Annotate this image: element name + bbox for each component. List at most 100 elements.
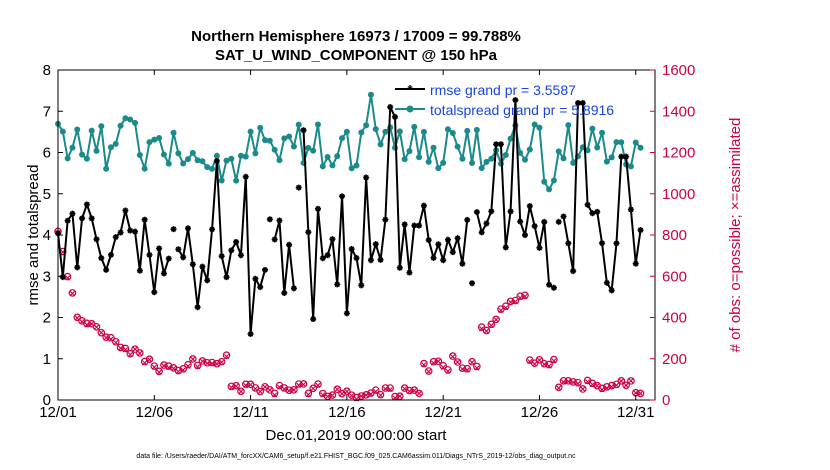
obs-possible-point <box>237 387 245 396</box>
obs-assimilated-point <box>618 378 624 384</box>
y-tick-label-left: 6 <box>43 145 51 162</box>
rmse-point <box>334 281 341 288</box>
obs-assimilated-point <box>262 384 268 390</box>
obs-assimilated-point <box>286 388 292 394</box>
rmse-point <box>560 213 567 220</box>
obs-assimilated-point <box>214 361 220 367</box>
obs-possible-point <box>448 352 457 360</box>
obs-assimilated-point <box>604 385 610 391</box>
obs-assimilated-point <box>373 388 379 395</box>
obs-assimilated-point <box>219 359 225 365</box>
y-tick-label-left: 4 <box>43 227 51 244</box>
spread-point <box>599 129 606 136</box>
obs-possible-point <box>554 383 563 392</box>
rmse-point <box>156 245 163 252</box>
obs-possible-point <box>164 362 173 370</box>
obs-assimilated-point <box>556 385 562 391</box>
spread-point <box>613 139 620 146</box>
rmse-point <box>483 220 490 227</box>
obs-assimilated-point <box>363 392 369 398</box>
spread-point <box>367 91 374 98</box>
obs-assimilated-point <box>503 305 509 311</box>
spread-point <box>526 146 533 153</box>
obs-assimilated-point <box>325 393 331 400</box>
spread-point <box>314 121 321 128</box>
obs-possible-point <box>463 364 472 373</box>
rmse-point <box>473 209 480 216</box>
obs-assimilated-point <box>560 379 567 385</box>
rmse-point <box>194 304 201 311</box>
obs-assimilated-point <box>291 387 297 393</box>
obs-assimilated-point <box>195 364 201 370</box>
rmse-point <box>141 216 148 223</box>
obs-assimilated-point <box>402 386 408 392</box>
rmse-point <box>469 280 476 287</box>
rmse-point <box>584 201 591 208</box>
obs-possible-point <box>92 322 101 331</box>
spread-point <box>112 140 119 147</box>
spread-point <box>59 128 66 135</box>
rmse-point <box>358 282 365 289</box>
spread-point <box>122 115 129 122</box>
obs-possible-point <box>256 387 265 396</box>
obs-assimilated-point <box>320 392 326 398</box>
spread-point <box>276 157 283 164</box>
rmse-point <box>165 255 172 262</box>
spread-point <box>584 147 591 154</box>
obs-possible-point <box>617 377 626 385</box>
obs-assimilated-point <box>445 368 451 374</box>
obs-assimilated-point <box>483 328 490 334</box>
obs-possible-point <box>622 381 630 390</box>
spread-point <box>165 160 172 167</box>
rmse-point <box>430 254 437 261</box>
rmse-point <box>127 227 134 234</box>
spread-point <box>262 137 269 144</box>
obs-assimilated-point <box>170 366 177 372</box>
obs-assimilated-point <box>156 369 162 375</box>
rmse-point <box>517 218 524 225</box>
obs-assimilated-point <box>166 365 172 371</box>
x-tick-label: 12/01 <box>39 404 77 421</box>
spread-point <box>594 144 601 151</box>
obs-assimilated-point <box>536 357 543 363</box>
rmse-point <box>290 285 297 292</box>
spread-point <box>550 177 557 184</box>
spread-point <box>103 165 110 172</box>
rmse-point <box>151 289 158 296</box>
spread-point <box>218 177 225 184</box>
spread-point <box>473 126 480 133</box>
rmse-point <box>247 331 254 337</box>
spread-point <box>146 139 153 146</box>
obs-possible-point <box>136 349 144 357</box>
rmse-point <box>112 234 119 241</box>
obs-assimilated-point <box>252 386 258 392</box>
obs-assimilated-point <box>339 391 345 397</box>
obs-possible-point <box>545 360 553 369</box>
spread-point <box>79 151 86 158</box>
obs-assimilated-point <box>334 386 340 392</box>
obs-possible-point <box>73 313 82 322</box>
rmse-point <box>603 279 610 286</box>
obs-assimilated-point <box>103 335 109 341</box>
rmse-point <box>314 205 321 212</box>
spread-point <box>286 133 293 140</box>
obs-assimilated-point <box>527 358 533 365</box>
obs-possible-point <box>111 337 120 346</box>
y-tick-label-right: 400 <box>662 310 687 327</box>
obs-assimilated-point <box>546 363 552 369</box>
obs-assimilated-point <box>199 358 206 365</box>
obs-assimilated-point <box>488 322 494 328</box>
obs-assimilated-point <box>358 393 364 399</box>
rmse-point <box>88 215 95 222</box>
y-tick-label-right: 1400 <box>662 103 695 120</box>
obs-possible-point <box>222 351 231 360</box>
rmse-point <box>122 207 129 214</box>
spread-point <box>618 139 625 146</box>
rmse-point <box>310 316 317 323</box>
obs-assimilated-point <box>397 393 403 399</box>
rmse-point <box>377 256 384 263</box>
obs-assimilated-point <box>382 386 388 392</box>
x-tick-label: 12/06 <box>136 404 174 421</box>
rmse-point <box>420 202 427 209</box>
